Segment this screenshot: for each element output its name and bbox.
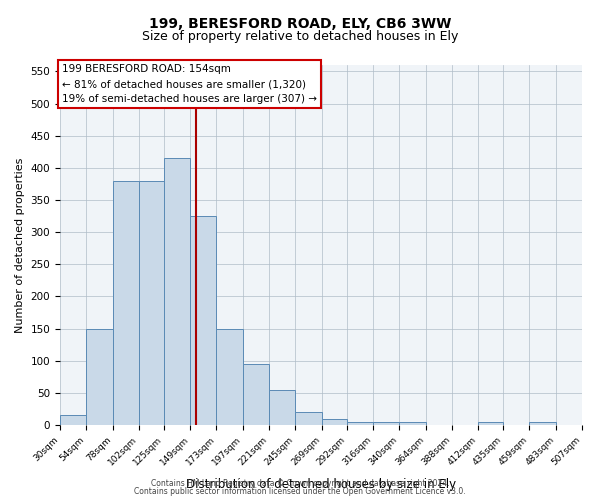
- Text: Contains public sector information licensed under the Open Government Licence v3: Contains public sector information licen…: [134, 487, 466, 496]
- Bar: [478, 422, 503, 425]
- Bar: [373, 422, 399, 425]
- Bar: [529, 422, 556, 425]
- Bar: [399, 422, 425, 425]
- Y-axis label: Number of detached properties: Number of detached properties: [15, 158, 25, 332]
- Bar: [347, 422, 373, 425]
- Bar: [269, 390, 295, 425]
- Text: Size of property relative to detached houses in Ely: Size of property relative to detached ho…: [142, 30, 458, 43]
- Bar: [86, 328, 113, 425]
- Bar: [322, 418, 347, 425]
- Bar: [113, 180, 139, 425]
- Bar: [60, 416, 86, 425]
- Bar: [139, 180, 164, 425]
- Bar: [217, 328, 243, 425]
- Text: 199 BERESFORD ROAD: 154sqm
← 81% of detached houses are smaller (1,320)
19% of s: 199 BERESFORD ROAD: 154sqm ← 81% of deta…: [62, 64, 317, 104]
- Text: Contains HM Land Registry data © Crown copyright and database right 2024.: Contains HM Land Registry data © Crown c…: [151, 478, 449, 488]
- Text: 199, BERESFORD ROAD, ELY, CB6 3WW: 199, BERESFORD ROAD, ELY, CB6 3WW: [149, 18, 451, 32]
- X-axis label: Distribution of detached houses by size in Ely: Distribution of detached houses by size …: [186, 478, 456, 491]
- Bar: [190, 216, 217, 425]
- Bar: [243, 364, 269, 425]
- Bar: [295, 412, 322, 425]
- Bar: [164, 158, 190, 425]
